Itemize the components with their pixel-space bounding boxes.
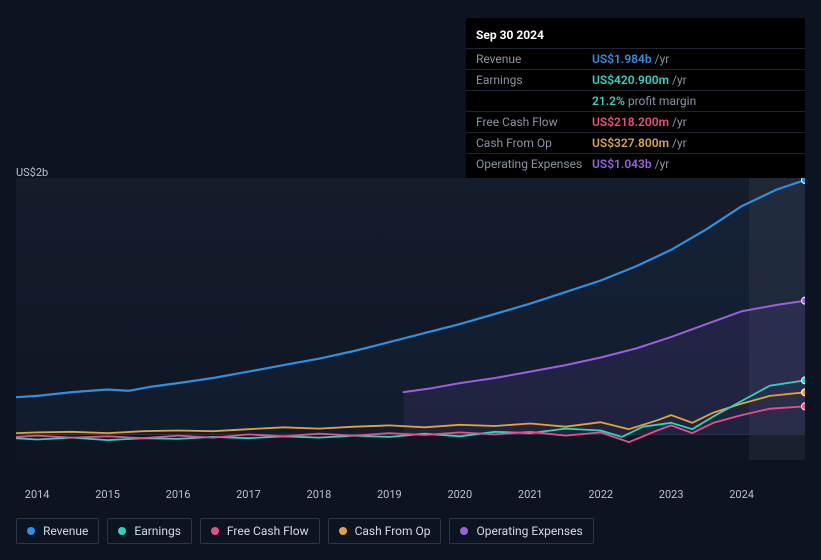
tooltip-row-label: Earnings: [476, 72, 592, 88]
legend-label: Free Cash Flow: [227, 524, 309, 538]
legend-dot-icon: [211, 527, 219, 535]
tooltip-row-label: Free Cash Flow: [476, 114, 592, 130]
x-axis-label: 2017: [236, 488, 261, 501]
series-end-marker: [802, 403, 806, 410]
x-axis-label: 2014: [25, 488, 50, 501]
series-end-marker: [802, 377, 806, 384]
x-axis-label: 2022: [588, 488, 613, 501]
legend-dot-icon: [118, 527, 126, 535]
x-axis-label: 2020: [447, 488, 472, 501]
series-end-marker: [802, 178, 806, 184]
tooltip-row: Free Cash FlowUS$218.200m/yr: [466, 111, 805, 132]
legend-label: Earnings: [134, 524, 181, 538]
tooltip-row-suffix: /yr: [672, 135, 687, 151]
legend-item[interactable]: Revenue: [16, 518, 99, 544]
legend-dot-icon: [339, 527, 347, 535]
tooltip-row: 21.2%profit margin: [466, 90, 805, 111]
x-axis-label: 2015: [95, 488, 120, 501]
tooltip-row-suffix: /yr: [655, 51, 670, 67]
tooltip-row-suffix: /yr: [672, 114, 687, 130]
legend: Revenue Earnings Free Cash Flow Cash From O…: [16, 518, 594, 544]
series-end-marker: [802, 297, 806, 304]
tooltip-row-suffix: /yr: [672, 72, 687, 88]
tooltip-row: EarningsUS$420.900m/yr: [466, 69, 805, 90]
tooltip-row-value: US$327.800m: [592, 135, 669, 151]
legend-item[interactable]: Cash From Op: [328, 518, 442, 544]
tooltip-row-label: Cash From Op: [476, 135, 592, 151]
legend-item[interactable]: Free Cash Flow: [200, 518, 320, 544]
x-axis-label: 2018: [307, 488, 332, 501]
tooltip-row-value: US$218.200m: [592, 114, 669, 130]
legend-dot-icon: [460, 527, 468, 535]
tooltip-row-label: Revenue: [476, 51, 592, 67]
tooltip-row: Cash From OpUS$327.800m/yr: [466, 132, 805, 153]
tooltip-date: Sep 30 2024: [466, 24, 805, 48]
x-axis-label: 2023: [659, 488, 684, 501]
x-axis: 2014 2015 2016 2017 2018 2019 2020 2021 2022 2023…: [16, 484, 805, 504]
x-axis-label: 2019: [377, 488, 402, 501]
x-axis-label: 2016: [166, 488, 191, 501]
legend-item[interactable]: Operating Expenses: [449, 518, 593, 544]
chart-area[interactable]: US$2bUS$0-US$200m 2014201520162017201820…: [16, 160, 805, 490]
tooltip-row-value: US$1.984b: [592, 51, 652, 67]
series-end-marker: [802, 389, 806, 396]
legend-label: Operating Expenses: [476, 524, 582, 538]
plot-area[interactable]: [16, 178, 805, 460]
chart-container: Sep 30 2024 RevenueUS$1.984b/yrEarningsU…: [0, 0, 821, 560]
legend-label: Revenue: [43, 524, 88, 538]
legend-item[interactable]: Earnings: [107, 518, 192, 544]
tooltip-row-label: [476, 93, 592, 109]
legend-label: Cash From Op: [355, 524, 431, 538]
tooltip-row-value: US$420.900m: [592, 72, 669, 88]
tooltip-row-value: 21.2%: [592, 93, 625, 109]
tooltip-row: RevenueUS$1.984b/yr: [466, 48, 805, 69]
data-tooltip: Sep 30 2024 RevenueUS$1.984b/yrEarningsU…: [466, 18, 805, 180]
legend-dot-icon: [27, 527, 35, 535]
tooltip-row-suffix: profit margin: [628, 93, 696, 109]
x-axis-label: 2024: [729, 488, 754, 501]
plot-svg: [16, 178, 805, 460]
x-axis-label: 2021: [518, 488, 543, 501]
